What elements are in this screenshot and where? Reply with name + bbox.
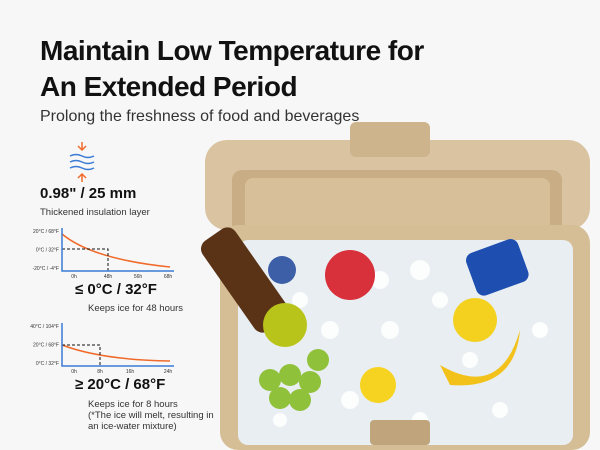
title-line: An Extended Period	[40, 71, 297, 102]
feature-note: (*The ice will melt, resulting in	[88, 410, 214, 421]
curve	[61, 344, 171, 362]
mini-chart: 40°C / 104°F 20°C / 68°F 0°C / 32°F 0h 8h 16h…	[30, 323, 174, 375]
dashed-guide	[62, 248, 109, 271]
y-axis-label: 20°C / 68°F	[33, 343, 59, 349]
y-axis-label: -20°C / -4°F	[32, 266, 59, 272]
dashed-guide	[62, 344, 101, 366]
axes	[61, 228, 174, 272]
curve	[61, 233, 171, 268]
axes	[61, 323, 174, 367]
feature-text: Thickened insulation layer	[40, 207, 150, 218]
x-axis-label: 68h	[164, 274, 173, 280]
feature-text: Keeps ice for 8 hours	[88, 399, 178, 410]
subtitle: Prolong the freshness of food and bevera…	[40, 108, 359, 125]
y-axis-label: 40°C / 104°F	[30, 324, 59, 330]
x-axis-label: 0h	[71, 369, 77, 375]
y-axis-label: 0°C / 32°F	[36, 361, 59, 367]
feature-text: Keeps ice for 48 hours	[88, 303, 183, 314]
x-axis-label: 56h	[134, 274, 143, 280]
x-axis-label: 24h	[164, 369, 173, 375]
title-line: Maintain Low Temperature for	[40, 35, 424, 66]
feature-heading: ≤ 0°C / 32°F	[75, 281, 157, 298]
mini-chart: 20°C / 68°F 0°C / 32°F -20°C / -4°F 0h 48h 56…	[32, 228, 174, 280]
x-axis-label: 0h	[71, 274, 77, 280]
x-axis-label: 8h	[97, 369, 103, 375]
x-axis-label: 16h	[126, 369, 135, 375]
insulation-icon	[69, 142, 95, 182]
feature-heading: 0.98" / 25 mm	[40, 185, 136, 202]
cooler-illustration	[200, 122, 590, 450]
feature-heading: ≥ 20°C / 68°F	[75, 376, 165, 393]
y-axis-label: 20°C / 68°F	[33, 229, 59, 235]
x-axis-label: 48h	[104, 274, 113, 280]
feature-note: an ice-water mixture)	[88, 421, 177, 432]
y-axis-label: 0°C / 32°F	[36, 248, 59, 254]
